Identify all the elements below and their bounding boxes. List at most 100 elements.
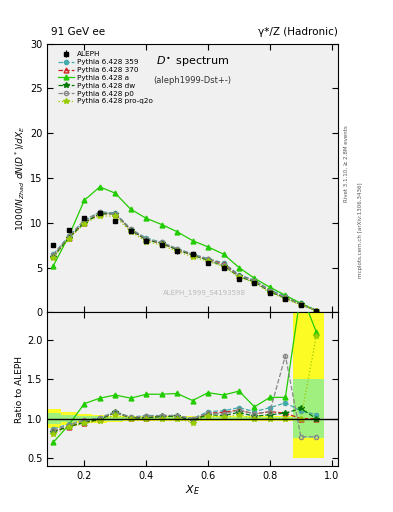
Pythia 6.428 a <box>97 184 102 190</box>
Line: Pythia 6.428 dw: Pythia 6.428 dw <box>51 211 319 313</box>
Pythia 6.428 370 <box>97 211 102 217</box>
Pythia 6.428 dw <box>97 211 102 217</box>
Pythia 6.428 359 <box>190 251 195 257</box>
Pythia 6.428 p0 <box>283 294 288 300</box>
Y-axis label: Ratio to ALEPH: Ratio to ALEPH <box>15 356 24 422</box>
Pythia 6.428 p0 <box>82 217 86 223</box>
Line: Pythia 6.428 pro-q2o: Pythia 6.428 pro-q2o <box>51 213 319 313</box>
Pythia 6.428 370 <box>82 220 86 226</box>
Pythia 6.428 370 <box>144 237 149 243</box>
Pythia 6.428 359 <box>283 293 288 299</box>
Pythia 6.428 370 <box>129 227 133 233</box>
Pythia 6.428 dw <box>299 301 303 307</box>
Pythia 6.428 370 <box>159 240 164 246</box>
Pythia 6.428 p0 <box>252 278 257 284</box>
Pythia 6.428 pro-q2o <box>113 214 118 220</box>
Pythia 6.428 p0 <box>206 257 210 263</box>
Pythia 6.428 370 <box>206 257 210 263</box>
Pythia 6.428 p0 <box>237 272 241 279</box>
Pythia 6.428 pro-q2o <box>144 239 149 245</box>
Pythia 6.428 a <box>252 275 257 282</box>
Y-axis label: $1000/N_{Zhad}\ dN(D^*)/dX_E$: $1000/N_{Zhad}\ dN(D^*)/dX_E$ <box>13 125 27 231</box>
Pythia 6.428 p0 <box>299 301 303 307</box>
Pythia 6.428 359 <box>159 240 164 246</box>
Pythia 6.428 pro-q2o <box>159 242 164 248</box>
Pythia 6.428 a <box>299 300 303 306</box>
Pythia 6.428 a <box>237 265 241 271</box>
Pythia 6.428 p0 <box>51 252 56 258</box>
Pythia 6.428 pro-q2o <box>97 212 102 219</box>
Pythia 6.428 370 <box>252 278 257 284</box>
Pythia 6.428 370 <box>113 211 118 217</box>
Pythia 6.428 dw <box>66 235 71 241</box>
Pythia 6.428 pro-q2o <box>252 280 257 286</box>
Pythia 6.428 p0 <box>66 233 71 239</box>
Pythia 6.428 p0 <box>144 236 149 242</box>
Pythia 6.428 370 <box>237 272 241 279</box>
Pythia 6.428 pro-q2o <box>314 307 319 313</box>
Pythia 6.428 a <box>82 197 86 203</box>
Line: Pythia 6.428 370: Pythia 6.428 370 <box>51 211 319 313</box>
Pythia 6.428 dw <box>129 227 133 233</box>
Pythia 6.428 359 <box>51 251 56 257</box>
Text: γ*/Z (Hadronic): γ*/Z (Hadronic) <box>258 27 338 37</box>
Pythia 6.428 a <box>314 307 319 313</box>
Pythia 6.428 pro-q2o <box>190 254 195 260</box>
Pythia 6.428 dw <box>190 252 195 258</box>
Text: Rivet 3.1.10, ≥ 2.8M events: Rivet 3.1.10, ≥ 2.8M events <box>344 125 349 202</box>
Pythia 6.428 359 <box>206 255 210 262</box>
Pythia 6.428 dw <box>113 211 118 217</box>
Pythia 6.428 a <box>129 206 133 212</box>
Text: ALEPH_1999_S4193598: ALEPH_1999_S4193598 <box>163 289 246 296</box>
Pythia 6.428 a <box>51 263 56 269</box>
Line: Pythia 6.428 p0: Pythia 6.428 p0 <box>51 210 318 313</box>
Pythia 6.428 pro-q2o <box>221 264 226 270</box>
Pythia 6.428 p0 <box>113 211 118 217</box>
Pythia 6.428 pro-q2o <box>82 221 86 227</box>
Text: $D^{\!\bullet}$ spectrum: $D^{\!\bullet}$ spectrum <box>156 54 230 69</box>
Legend: ALEPH, Pythia 6.428 359, Pythia 6.428 370, Pythia 6.428 a, Pythia 6.428 dw, Pyth: ALEPH, Pythia 6.428 359, Pythia 6.428 37… <box>57 50 154 106</box>
Pythia 6.428 359 <box>237 272 241 278</box>
Pythia 6.428 370 <box>283 295 288 301</box>
Pythia 6.428 a <box>221 251 226 257</box>
Pythia 6.428 359 <box>252 277 257 283</box>
Pythia 6.428 359 <box>221 260 226 266</box>
Pythia 6.428 370 <box>66 235 71 241</box>
Pythia 6.428 pro-q2o <box>268 290 272 296</box>
Pythia 6.428 dw <box>206 258 210 264</box>
Pythia 6.428 370 <box>190 252 195 258</box>
Pythia 6.428 dw <box>237 273 241 280</box>
Pythia 6.428 a <box>268 284 272 290</box>
Pythia 6.428 pro-q2o <box>206 258 210 264</box>
Pythia 6.428 p0 <box>221 262 226 268</box>
Pythia 6.428 pro-q2o <box>299 302 303 308</box>
Pythia 6.428 a <box>159 221 164 227</box>
Pythia 6.428 pro-q2o <box>66 236 71 242</box>
Pythia 6.428 dw <box>268 289 272 295</box>
Pythia 6.428 359 <box>268 287 272 293</box>
Pythia 6.428 370 <box>51 253 56 259</box>
Pythia 6.428 a <box>144 215 149 221</box>
Pythia 6.428 a <box>113 190 118 196</box>
Pythia 6.428 dw <box>159 240 164 246</box>
Pythia 6.428 370 <box>299 301 303 307</box>
X-axis label: $X_E$: $X_E$ <box>185 483 200 497</box>
Pythia 6.428 359 <box>299 300 303 306</box>
Pythia 6.428 dw <box>252 279 257 285</box>
Pythia 6.428 dw <box>175 247 180 253</box>
Pythia 6.428 a <box>66 233 71 239</box>
Pythia 6.428 p0 <box>97 209 102 215</box>
Pythia 6.428 a <box>283 292 288 298</box>
Pythia 6.428 a <box>190 238 195 244</box>
Pythia 6.428 359 <box>144 235 149 241</box>
Pythia 6.428 pro-q2o <box>175 248 180 254</box>
Pythia 6.428 pro-q2o <box>237 274 241 281</box>
Pythia 6.428 359 <box>129 226 133 232</box>
Pythia 6.428 dw <box>221 263 226 269</box>
Pythia 6.428 p0 <box>268 288 272 294</box>
Pythia 6.428 dw <box>82 220 86 226</box>
Pythia 6.428 p0 <box>314 307 319 313</box>
Pythia 6.428 pro-q2o <box>283 296 288 302</box>
Pythia 6.428 359 <box>82 218 86 224</box>
Pythia 6.428 359 <box>113 210 118 216</box>
